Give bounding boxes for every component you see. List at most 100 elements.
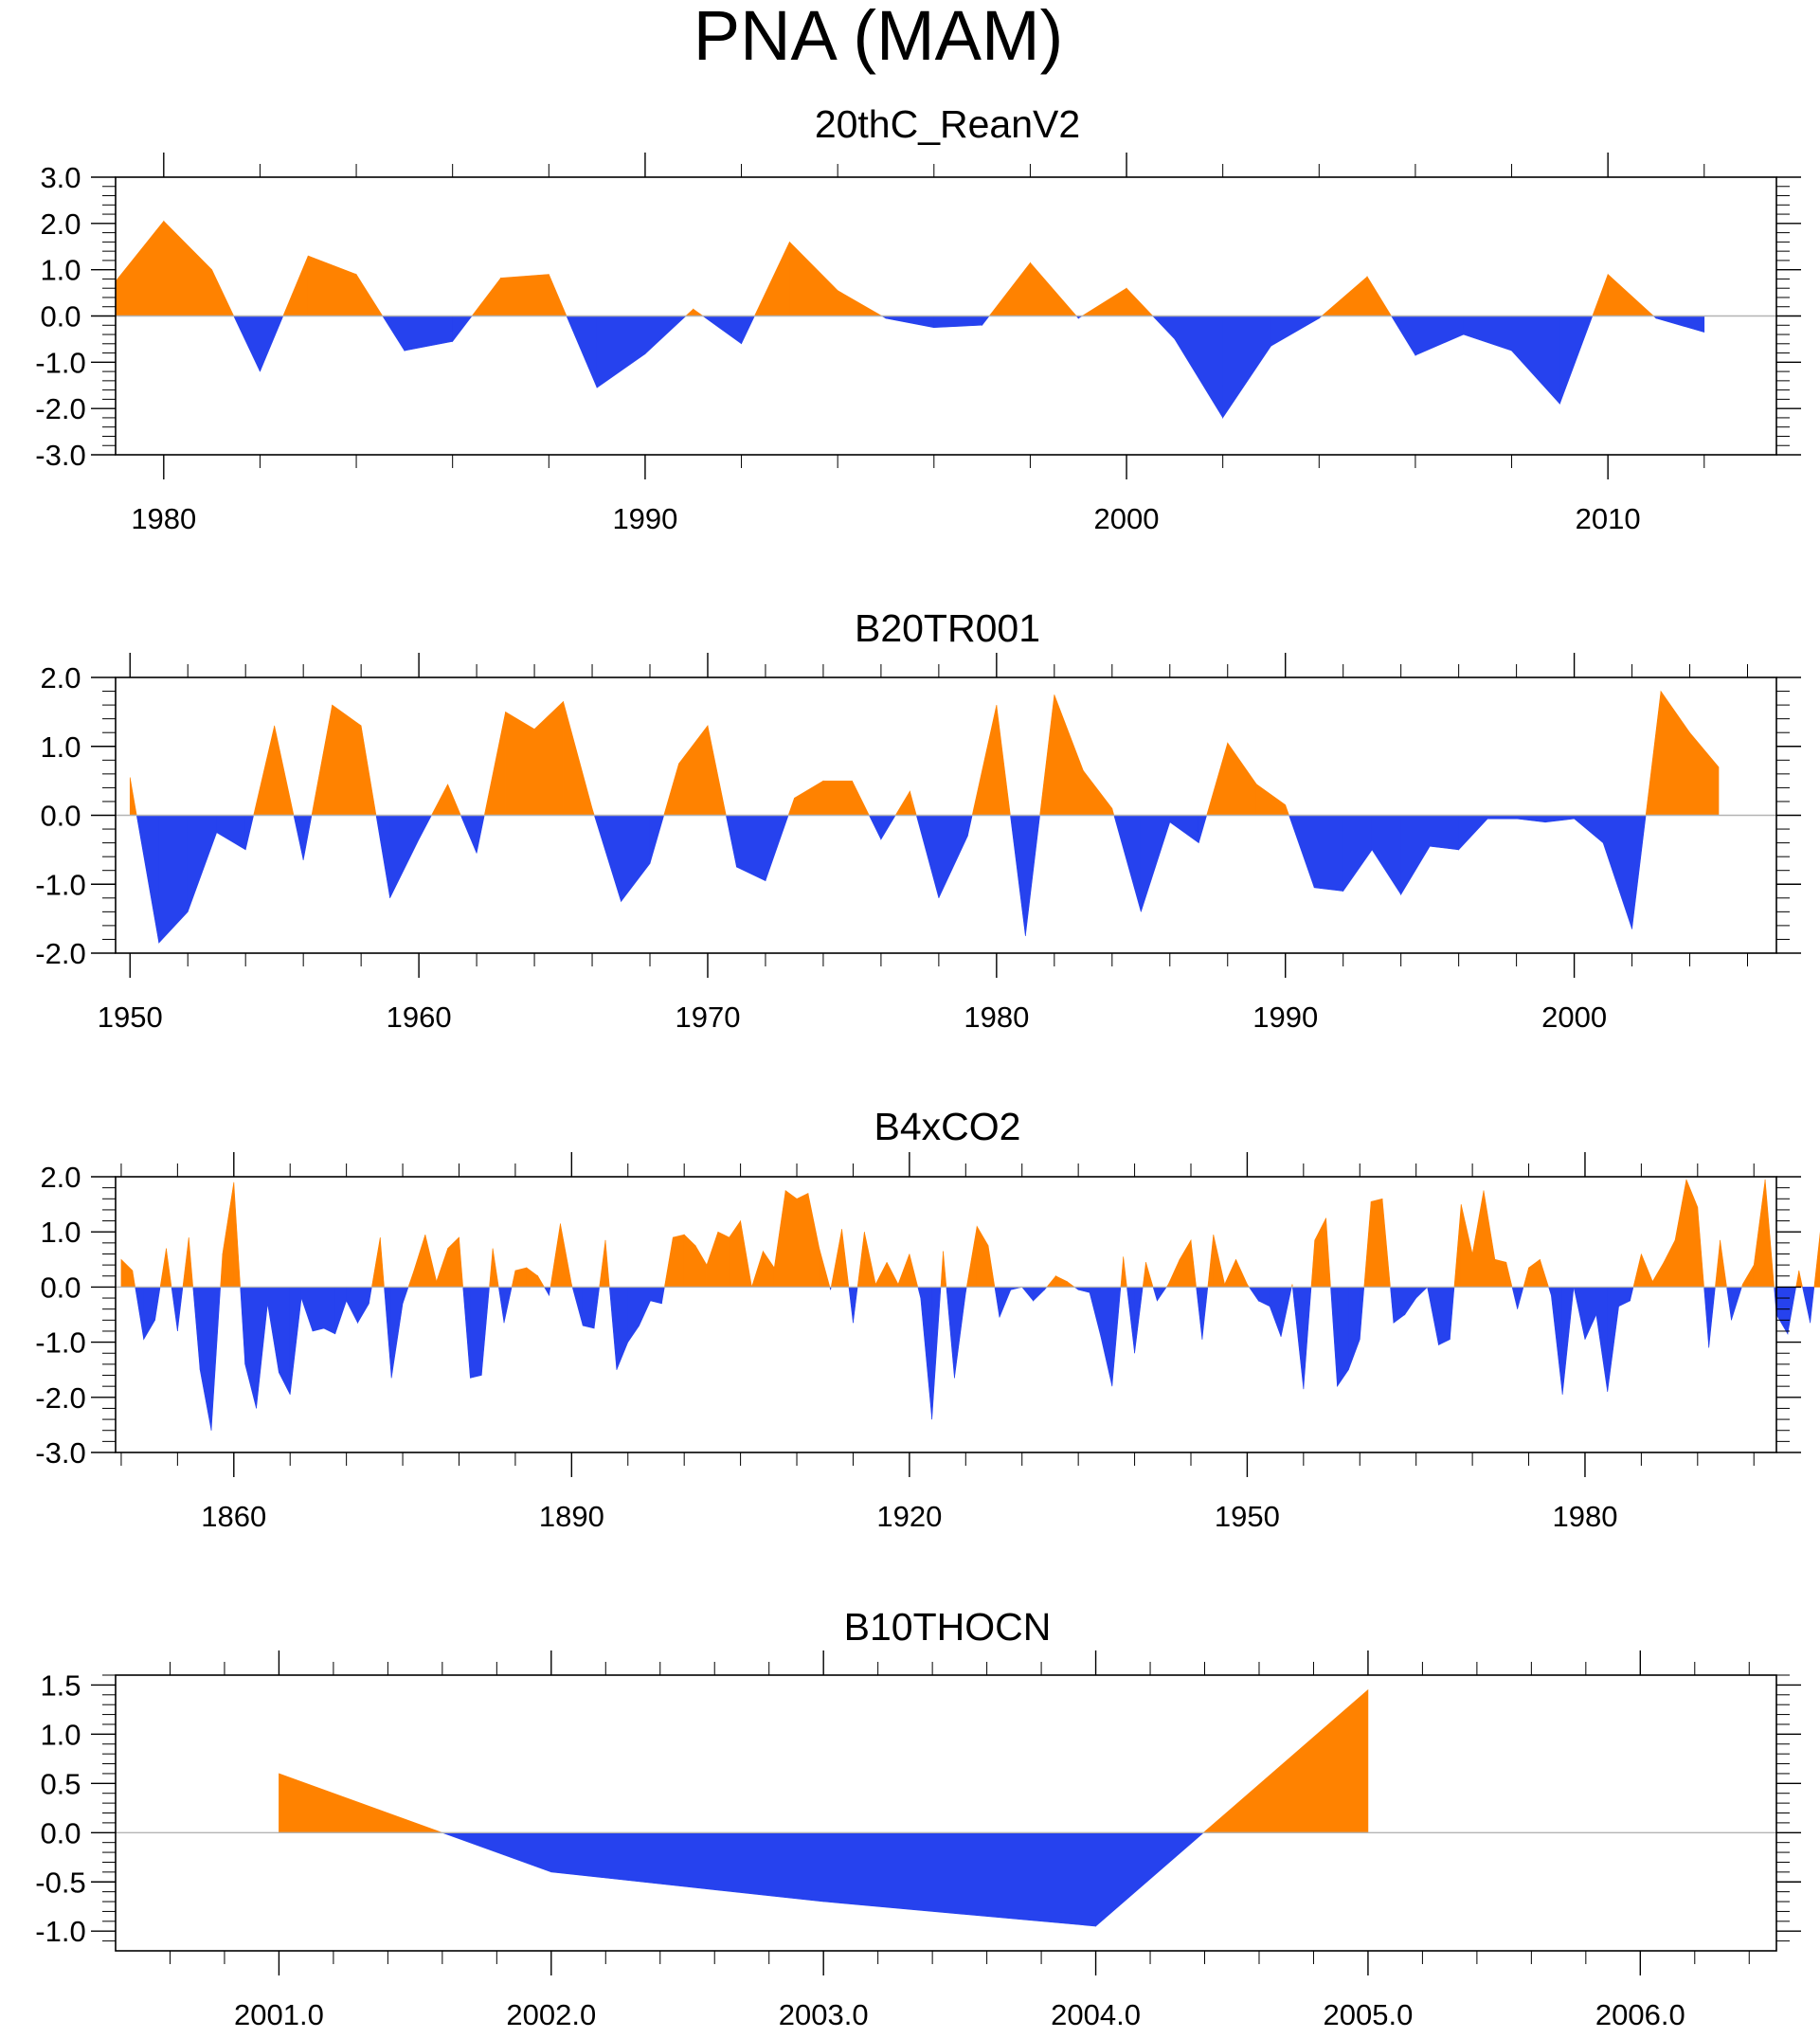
y-tick-label: 1.0 (40, 1216, 81, 1249)
area-segment (192, 1287, 201, 1370)
area-segment (967, 815, 973, 837)
area-segment (909, 1253, 919, 1288)
area-segment (1505, 1262, 1513, 1288)
area-segment (1460, 1204, 1473, 1288)
area-segment (1592, 274, 1609, 316)
area-segment (1314, 1217, 1326, 1288)
area-segment (360, 725, 377, 816)
area-segment (971, 705, 998, 816)
area-segment (355, 273, 384, 316)
area-segment (644, 316, 687, 355)
area-segment (1120, 1256, 1124, 1288)
area-segment (1561, 1287, 1575, 1395)
area-segment (1152, 1287, 1158, 1302)
area-segment (177, 1287, 184, 1331)
x-tick-label: 1990 (612, 502, 677, 535)
area-segment (725, 815, 737, 868)
area-segment (1285, 804, 1289, 816)
area-segment (1674, 1179, 1687, 1288)
x-tick-label: 1860 (201, 1500, 266, 1533)
area-segment (582, 1287, 595, 1329)
x-tick-label: 1990 (1252, 1001, 1318, 1034)
area-segment (773, 1190, 786, 1288)
y-tick-label: -1.0 (35, 868, 85, 901)
area-segment (1573, 1287, 1586, 1340)
area-segment (1595, 1287, 1609, 1393)
area-segment (1645, 691, 1662, 816)
area-segment (220, 1253, 224, 1288)
area-segment (976, 1225, 989, 1288)
y-tick-label: 1.0 (40, 1718, 81, 1751)
y-tick-label: 1.0 (40, 254, 81, 287)
area-segment (784, 1189, 798, 1288)
area-segment (274, 725, 295, 816)
area-segment (616, 1287, 629, 1370)
area-segment (543, 1287, 550, 1297)
area-segment (1753, 1179, 1766, 1288)
x-tick-label: 2010 (1576, 502, 1641, 535)
x-axis: 1860 1890 1920 1950 1980 (120, 1152, 1755, 1533)
area-segment (1167, 1259, 1180, 1288)
area-segment (1511, 316, 1560, 406)
area-segment (1179, 1238, 1192, 1288)
area-segment (1742, 1264, 1755, 1288)
area-segment (1726, 1287, 1732, 1321)
area-segment (1021, 1287, 1034, 1302)
area-segment (1077, 1287, 1090, 1293)
area-segment (661, 1287, 665, 1304)
area-segment (563, 701, 593, 816)
area-segment (389, 815, 420, 898)
area-segment (357, 1287, 369, 1325)
area-segment (1607, 273, 1655, 316)
y-tick-label: -2.0 (35, 937, 85, 970)
area-segment (868, 815, 882, 840)
area-segment (1030, 262, 1077, 316)
area-segment (566, 316, 598, 388)
area-segment (371, 1236, 381, 1288)
area-segment (418, 815, 432, 840)
area-segment (1235, 1259, 1248, 1288)
area-segment (1321, 276, 1368, 316)
area-segment (1010, 815, 1026, 936)
area-segment (199, 1287, 212, 1431)
area-segment (915, 815, 940, 898)
area-segment (663, 763, 679, 816)
area-segment (300, 1287, 314, 1332)
area-segment (856, 1232, 865, 1288)
area-segment (452, 316, 473, 343)
area-segment (346, 1287, 358, 1324)
y-tick-label: 0.5 (40, 1767, 81, 1800)
area-segment (1174, 316, 1223, 419)
area-segment (489, 1248, 494, 1288)
area-segment (402, 1287, 409, 1304)
x-tick-label: 2000 (1094, 502, 1160, 535)
series-fill (129, 690, 1720, 944)
area-segment (1660, 690, 1690, 816)
area-segment (1255, 784, 1287, 816)
area-segment (1280, 1287, 1292, 1337)
area-segment (476, 815, 485, 854)
area-segment (608, 1287, 618, 1370)
area-segment (171, 1287, 178, 1332)
area-segment (987, 1245, 996, 1288)
area-segment (964, 1287, 967, 1293)
area-segment (256, 1287, 268, 1409)
area-segment (267, 1287, 279, 1373)
area-segment (1438, 1287, 1451, 1345)
area-segment (483, 712, 506, 816)
area-segment (1371, 815, 1401, 896)
area-segment (334, 1287, 347, 1334)
area-segment (390, 1287, 404, 1379)
area-segment (1025, 815, 1040, 936)
area-segment (1169, 815, 1199, 844)
area-segment (1363, 1201, 1372, 1288)
area-segment (693, 308, 704, 316)
area-segment (1370, 1198, 1383, 1288)
area-segment (332, 704, 362, 816)
area-segment (765, 815, 789, 881)
area-segment (1325, 1217, 1331, 1288)
area-segment (1458, 815, 1488, 851)
area-segment (1400, 815, 1431, 896)
area-segment (511, 1270, 516, 1288)
panel-20thc-reanv2: 20thC_ReanV2 -3.0 -2.0 -1.0 0.0 1.0 2.0 3.0 198… (35, 102, 1801, 535)
